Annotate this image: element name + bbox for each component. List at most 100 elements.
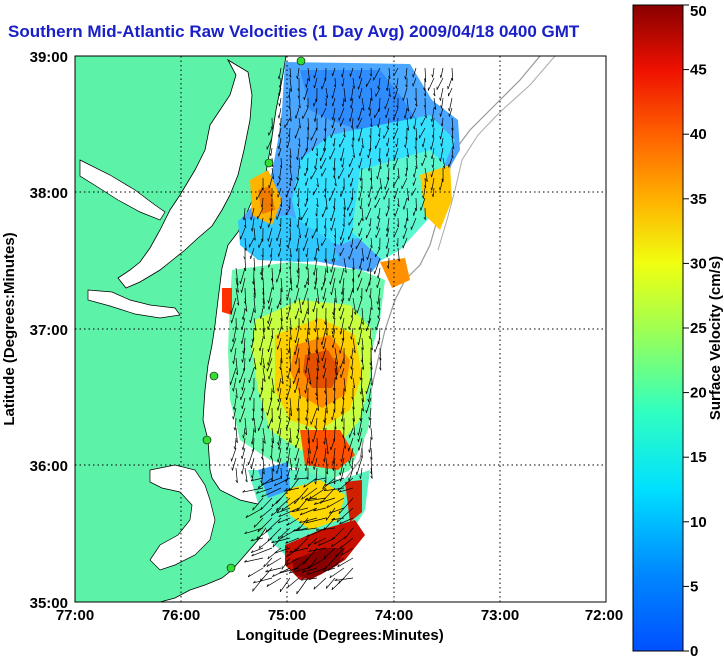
velocity-vector: [423, 187, 426, 199]
colorbar-tick-label: 25: [690, 320, 707, 337]
velocity-vector: [260, 507, 273, 519]
velocity-vector: [361, 207, 364, 222]
vector-arrowhead: [385, 213, 387, 217]
velocity-vector: [405, 167, 408, 177]
vector-arrowhead: [263, 379, 266, 382]
velocity-vector: [302, 307, 309, 324]
velocity-vector: [277, 447, 282, 463]
vector-arrowhead: [323, 138, 326, 142]
velocity-vector: [243, 337, 246, 354]
velocity-vector: [361, 387, 364, 402]
vector-arrowhead: [266, 563, 269, 567]
vector-arrowhead: [277, 446, 280, 450]
velocity-vector: [244, 257, 247, 271]
vector-arrowhead: [253, 524, 256, 528]
velocity-vector: [262, 427, 266, 444]
velocity-vector: [280, 277, 283, 293]
vector-arrowhead: [451, 135, 454, 139]
velocity-vector: [232, 407, 237, 420]
velocity-vector: [312, 187, 318, 196]
velocity-vector: [330, 127, 336, 138]
velocity-vector: [332, 67, 336, 77]
velocity-vector: [286, 557, 300, 566]
velocity-vector: [385, 107, 390, 118]
velocity-vector: [295, 107, 300, 119]
vector-arrowhead: [288, 106, 291, 110]
vector-arrowhead: [313, 466, 315, 470]
vector-arrowhead: [323, 419, 325, 423]
vector-arrowhead: [251, 475, 253, 479]
vector-arrowhead: [289, 440, 292, 443]
vector-arrowhead: [451, 146, 455, 150]
velocity-vector: [304, 277, 309, 289]
vector-arrowhead: [263, 440, 266, 444]
velocity-vector: [358, 107, 363, 121]
velocity-vector: [329, 567, 345, 579]
velocity-vector: [293, 367, 300, 385]
vector-arrowhead: [253, 429, 256, 433]
vector-arrowhead: [316, 204, 319, 208]
velocity-vector: [313, 457, 318, 470]
vector-arrowhead: [293, 477, 297, 480]
velocity-vector: [370, 167, 373, 181]
velocity-vector: [433, 127, 435, 139]
velocity-vector: [261, 267, 264, 280]
velocity-vector: [343, 197, 346, 210]
vector-arrowhead: [331, 95, 333, 99]
vector-arrowhead: [348, 460, 350, 464]
velocity-vector: [271, 267, 274, 282]
velocity-vector: [344, 527, 354, 540]
velocity-vector: [402, 87, 408, 101]
vector-arrowhead: [340, 418, 343, 422]
velocity-vector: [374, 187, 381, 200]
velocity-vector: [368, 197, 372, 207]
velocity-vector: [351, 307, 354, 319]
vector-arrowhead: [265, 529, 268, 533]
velocity-vector: [323, 287, 327, 300]
vector-arrowhead: [362, 107, 365, 111]
velocity-vector: [308, 547, 327, 552]
vector-arrowhead: [350, 105, 352, 109]
velocity-vector: [351, 187, 354, 201]
vector-arrowhead: [295, 248, 298, 252]
velocity-vector: [307, 537, 318, 547]
vector-arrowhead: [244, 559, 247, 563]
velocity-vector: [271, 507, 282, 517]
vector-arrowhead: [298, 235, 301, 239]
vector-arrowhead: [305, 417, 307, 421]
velocity-vector: [432, 117, 435, 128]
velocity-vector: [306, 327, 309, 343]
vector-arrowhead: [370, 382, 373, 386]
velocity-vector: [349, 107, 354, 122]
vector-arrowhead: [281, 507, 284, 511]
vector-arrowhead: [244, 225, 247, 228]
velocity-vector: [368, 97, 372, 111]
vector-arrowhead: [235, 372, 238, 375]
vector-arrowhead: [250, 228, 253, 232]
velocity-vector: [276, 507, 291, 514]
vector-arrowhead: [295, 284, 298, 289]
velocity-vector: [339, 357, 345, 369]
velocity-vector: [369, 417, 372, 429]
vector-arrowhead: [322, 375, 324, 379]
velocity-vector: [278, 67, 282, 80]
velocity-vector: [403, 227, 408, 239]
y-tick-label: 35:00: [30, 595, 68, 612]
velocity-vector: [375, 137, 381, 149]
vector-arrowhead: [288, 183, 291, 187]
velocity-vector: [335, 547, 345, 558]
velocity-vector: [289, 267, 292, 284]
velocity-vector: [252, 497, 264, 511]
velocity-vector: [256, 527, 273, 540]
vector-arrowhead: [413, 174, 415, 178]
velocity-vector: [415, 147, 418, 158]
vector-arrowhead: [451, 155, 454, 159]
velocity-vector: [296, 427, 300, 439]
velocity-vector: [369, 217, 372, 227]
vector-arrowhead: [339, 280, 341, 284]
velocity-vector: [315, 157, 318, 170]
vector-arrowhead: [329, 281, 331, 285]
vector-arrowhead: [312, 309, 314, 313]
velocity-vector: [239, 407, 246, 423]
vector-arrowhead: [313, 257, 316, 261]
